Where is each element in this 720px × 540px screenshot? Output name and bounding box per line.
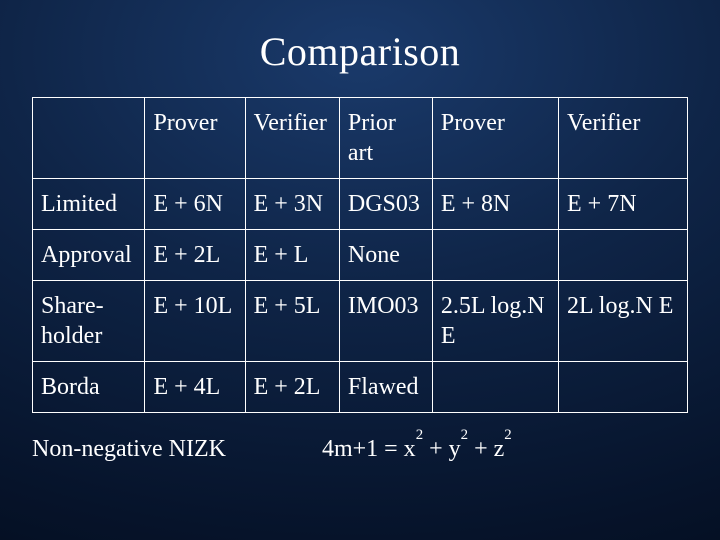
col-verifier-1: Verifier xyxy=(245,98,339,179)
table-header-row: Prover Verifier Priorart Prover Verifier xyxy=(33,98,688,179)
row-label: Approval xyxy=(33,230,145,281)
row-label: Limited xyxy=(33,179,145,230)
comparison-table: Prover Verifier Priorart Prover Verifier… xyxy=(32,97,688,413)
table-row: Borda E + 4L E + 2L Flawed xyxy=(33,362,688,413)
row-label: Borda xyxy=(33,362,145,413)
cell: IMO03 xyxy=(339,281,432,362)
cell: None xyxy=(339,230,432,281)
cell: 2L log.N E xyxy=(559,281,688,362)
row-label: Share-holder xyxy=(33,281,145,362)
col-rowlabel xyxy=(33,98,145,179)
cell xyxy=(432,362,558,413)
table-row: Limited E + 6N E + 3N DGS03 E + 8N E + 7… xyxy=(33,179,688,230)
table-row: Approval E + 2L E + L None xyxy=(33,230,688,281)
cell: DGS03 xyxy=(339,179,432,230)
cell xyxy=(559,362,688,413)
cell: E + 6N xyxy=(145,179,245,230)
col-prover-1: Prover xyxy=(145,98,245,179)
cell: E + 2L xyxy=(245,362,339,413)
slide-title: Comparison xyxy=(32,28,688,75)
cell: 2.5L log.NE xyxy=(432,281,558,362)
col-prover-2: Prover xyxy=(432,98,558,179)
footer-formula: 4m+1 = x2 + y2 + z2 xyxy=(322,435,512,463)
cell: E + 8N xyxy=(432,179,558,230)
cell: E + 2L xyxy=(145,230,245,281)
cell: E + L xyxy=(245,230,339,281)
table-row: Share-holder E + 10L E + 5L IMO03 2.5L l… xyxy=(33,281,688,362)
cell xyxy=(432,230,558,281)
footer-line: Non-negative NIZK 4m+1 = x2 + y2 + z2 xyxy=(32,435,688,463)
footer-left: Non-negative NIZK xyxy=(32,436,226,463)
cell: E + 5L xyxy=(245,281,339,362)
cell: E + 3N xyxy=(245,179,339,230)
col-verifier-2: Verifier xyxy=(559,98,688,179)
col-prior-art: Priorart xyxy=(339,98,432,179)
cell: E + 10L xyxy=(145,281,245,362)
cell: E + 4L xyxy=(145,362,245,413)
cell xyxy=(559,230,688,281)
cell: E + 7N xyxy=(559,179,688,230)
cell: Flawed xyxy=(339,362,432,413)
